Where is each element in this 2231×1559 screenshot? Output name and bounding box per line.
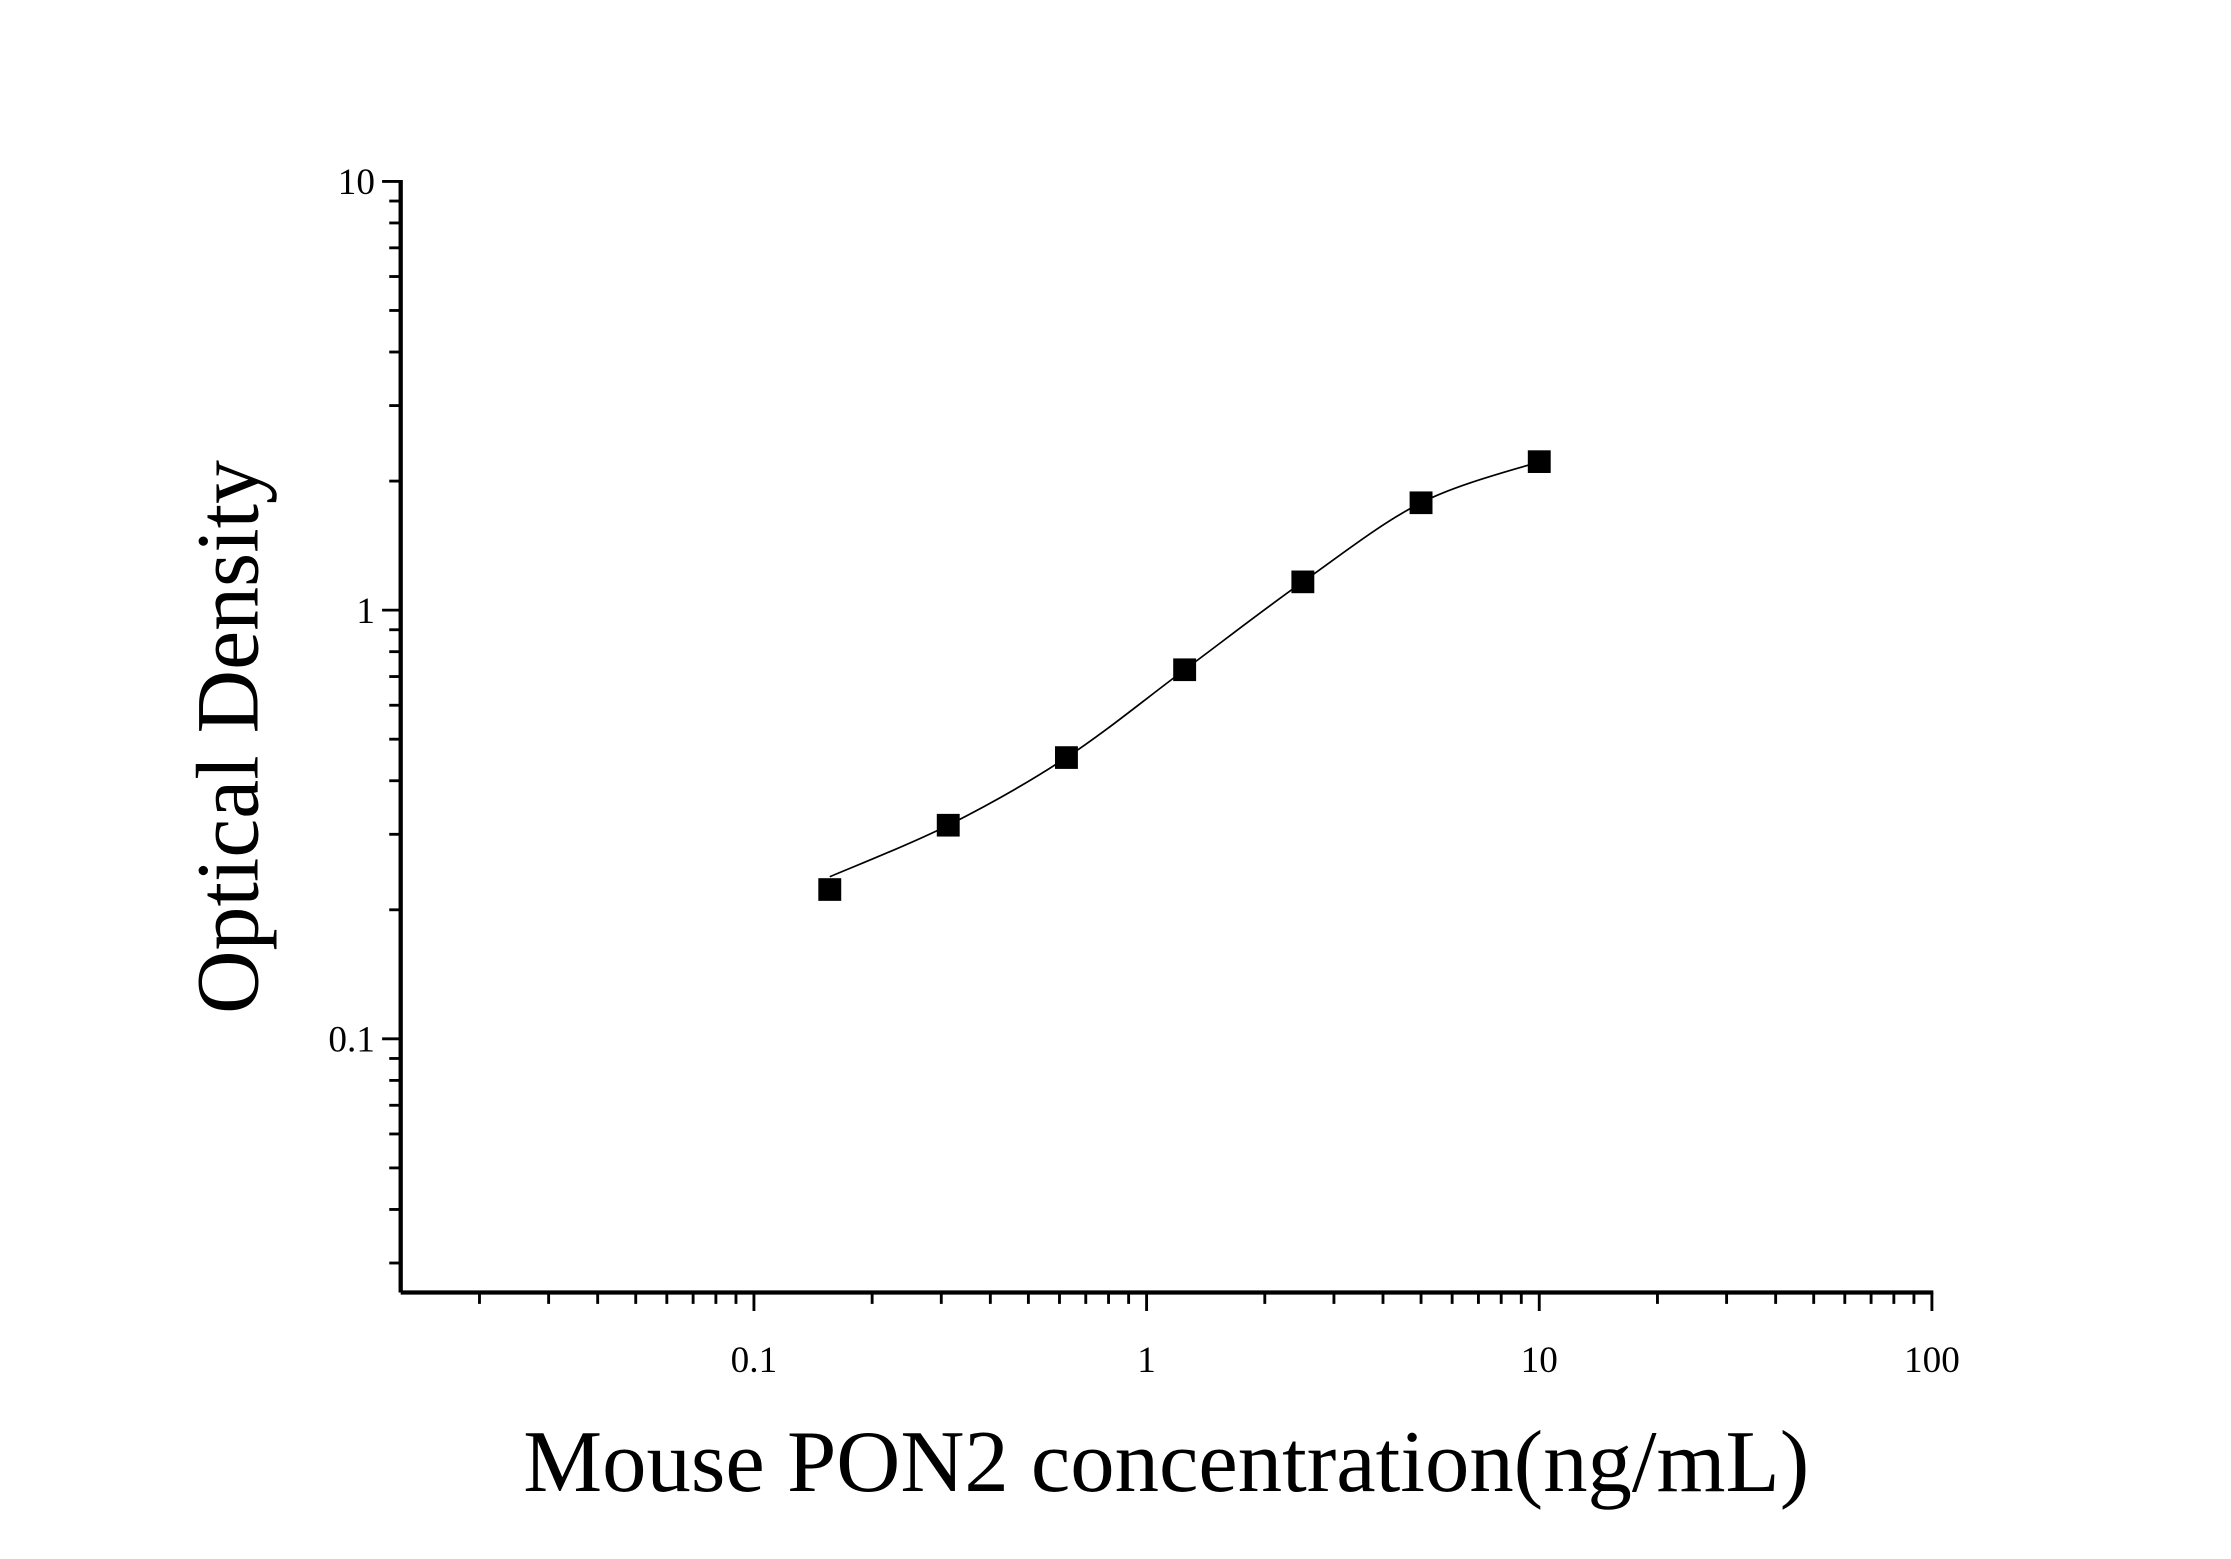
y-tick-label: 1	[356, 591, 375, 632]
ticks	[382, 179, 1934, 1311]
x-tick-label: 0.1	[731, 1340, 778, 1381]
data-point	[1409, 491, 1433, 515]
y-tick-label: 0.1	[328, 1020, 375, 1061]
data-point	[1173, 658, 1197, 682]
y-tick-label: 10	[338, 162, 375, 203]
data-points	[818, 450, 1551, 901]
data-point	[1527, 450, 1551, 473]
data-point	[818, 878, 842, 901]
data-point	[936, 813, 960, 837]
x-tick-label: 1	[1137, 1340, 1156, 1381]
x-tick-label: 100	[1904, 1340, 1960, 1381]
tick-labels: 0.1 1 10 100 0.1 1 10	[328, 162, 1959, 1381]
y-axis-title: Optical Density	[179, 460, 277, 1014]
data-point	[1054, 746, 1078, 769]
data-point	[1291, 570, 1315, 594]
x-tick-label: 10	[1521, 1340, 1558, 1381]
axes	[398, 179, 1934, 1295]
x-axis-title: Mouse PON2 concentration(ng/mL)	[523, 1413, 1809, 1511]
